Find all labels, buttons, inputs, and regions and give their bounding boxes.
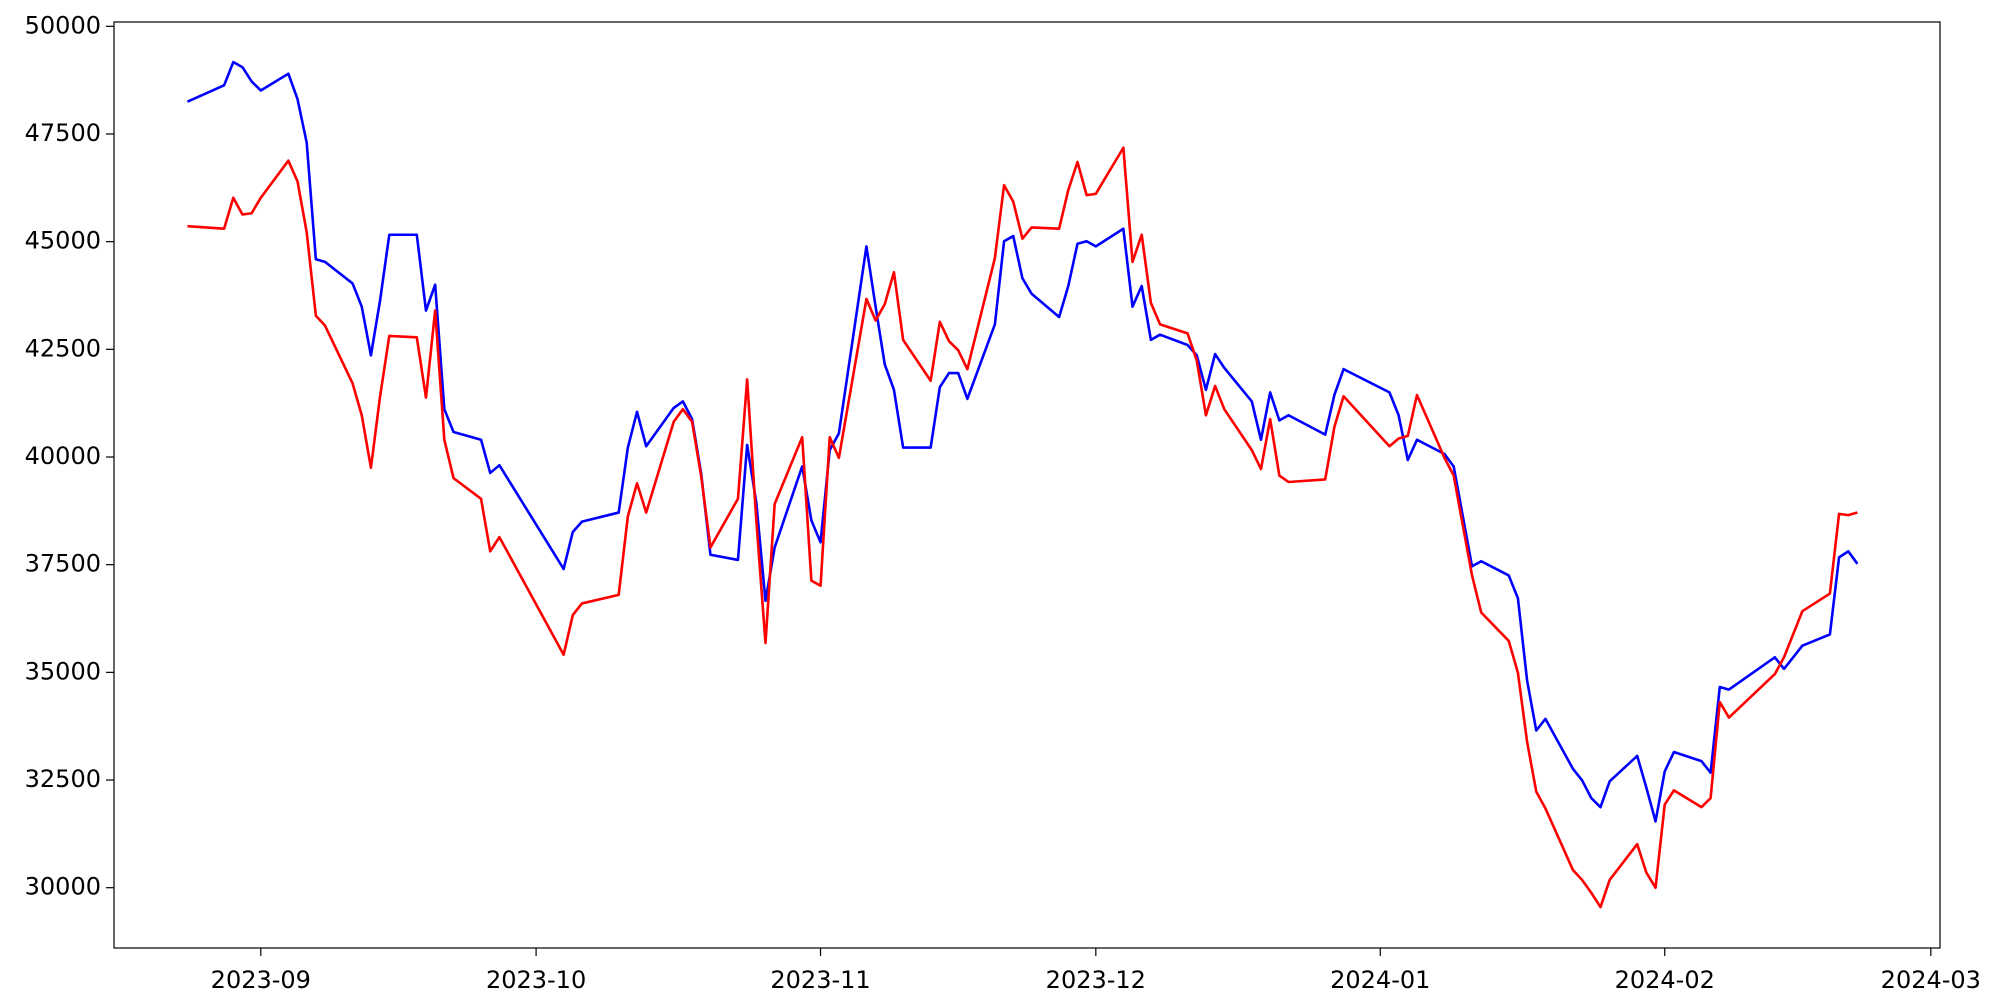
y-tick-label: 45000 xyxy=(25,227,101,255)
x-tick-label: 2024-02 xyxy=(1615,966,1715,994)
y-tick-label: 32500 xyxy=(25,765,101,793)
y-tick-label: 37500 xyxy=(25,550,101,578)
plot-frame xyxy=(113,21,1941,949)
x-tick-label: 2023-11 xyxy=(770,966,870,994)
y-tick-label: 50000 xyxy=(25,11,101,39)
x-tick-label: 2024-03 xyxy=(1881,966,1981,994)
x-tick-label: 2024-01 xyxy=(1330,966,1430,994)
y-tick-label: 30000 xyxy=(25,873,101,901)
x-tick-label: 2023-09 xyxy=(211,966,311,994)
series-line xyxy=(187,146,1858,909)
x-tick-label: 2023-10 xyxy=(486,966,586,994)
x-tick-label: 2023-12 xyxy=(1046,966,1146,994)
y-tick-label: 40000 xyxy=(25,442,101,470)
y-tick-label: 35000 xyxy=(25,657,101,685)
series-line xyxy=(186,60,1859,823)
y-tick-label: 42500 xyxy=(25,334,101,362)
y-tick-label: 47500 xyxy=(25,119,101,147)
